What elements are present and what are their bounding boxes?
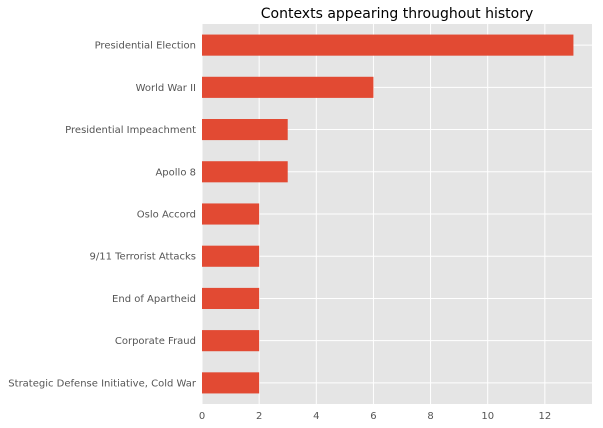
x-tick-label: 10 (481, 411, 494, 422)
x-tick-label: 2 (256, 411, 262, 422)
bar (202, 161, 288, 183)
bar (202, 119, 288, 141)
x-tick-label: 12 (538, 411, 551, 422)
y-tick-label: Corporate Fraud (115, 336, 196, 347)
bars (202, 34, 574, 394)
bar (202, 330, 260, 352)
y-tick-label: End of Apartheid (112, 294, 196, 305)
bar (202, 34, 574, 56)
y-tick-label: Presidential Impeachment (65, 125, 196, 136)
x-tick-label: 0 (199, 411, 205, 422)
x-tick-label: 4 (313, 411, 319, 422)
y-tick-labels: Presidential Election World War II Preside… (8, 41, 197, 390)
x-tick-label: 6 (370, 411, 376, 422)
y-tick-label: Apollo 8 (155, 167, 196, 178)
y-tick-label: World War II (136, 83, 196, 94)
y-tick-label: Strategic Defense Initiative, Cold War (8, 378, 197, 389)
y-tick-label: 9/11 Terrorist Attacks (90, 252, 196, 263)
x-tick-label: 8 (427, 411, 433, 422)
bar (202, 245, 260, 267)
bar (202, 203, 260, 225)
y-tick-label: Oslo Accord (137, 210, 196, 221)
bar (202, 287, 260, 309)
chart-title: Contexts appearing throughout history (261, 6, 534, 22)
bar (202, 76, 374, 98)
bar (202, 372, 260, 394)
x-tick-labels: 0 2 4 6 8 10 12 (199, 411, 551, 422)
y-tick-label: Presidential Election (95, 41, 196, 52)
